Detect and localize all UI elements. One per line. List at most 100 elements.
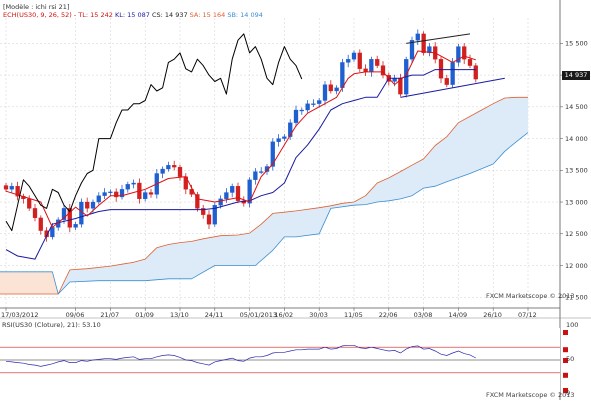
x-tick-label: 17/03/2012	[1, 311, 38, 319]
span-b-line	[0, 132, 529, 295]
candle-up	[131, 182, 136, 185]
x-tick-label: 24/11	[205, 311, 224, 319]
rsi-label-0: 0	[566, 389, 571, 397]
rsi-label-100: 100	[566, 321, 579, 329]
candle-up	[166, 165, 171, 170]
tenkan-sen-line	[5, 50, 476, 228]
candle-down	[201, 208, 206, 215]
candle-down	[172, 165, 177, 168]
x-tick-label: 05/01/2013	[240, 311, 277, 319]
candle-down	[206, 214, 212, 225]
watermark-rsi: FXCM Marketscope © 2013	[486, 391, 575, 399]
x-tick-label: 07/12	[518, 311, 537, 319]
cloud-bear-area	[0, 271, 59, 295]
candle-down	[438, 59, 444, 79]
candle-up	[369, 59, 374, 73]
candle-down	[114, 191, 119, 198]
candle-down	[3, 185, 9, 190]
candle-down	[357, 52, 362, 69]
candle-up	[317, 100, 322, 104]
x-tick-label: 14/09	[448, 311, 467, 319]
candle-down	[380, 65, 386, 76]
candle-up	[160, 168, 165, 174]
candle-down	[85, 201, 90, 209]
candle-up	[90, 201, 96, 209]
candle-up	[61, 208, 67, 220]
candle-down	[177, 166, 183, 177]
x-tick-label: 30/03	[309, 311, 328, 319]
watermark-main: FXCM Marketscope © 2013	[486, 292, 575, 300]
candle-down	[444, 78, 449, 85]
candle-up	[125, 184, 130, 190]
x-tick-label: 16/02	[274, 311, 293, 319]
candle-up	[351, 52, 357, 60]
legend-entry-2: KL: 15 087	[114, 11, 152, 19]
y-tick-label: 11 500	[565, 294, 588, 302]
cloud-bull-area	[58, 97, 528, 295]
rsi-level-marker	[563, 330, 568, 335]
y-tick-label: 14 500	[565, 103, 588, 111]
legend-entry-4: SA: 15 164	[189, 11, 228, 19]
candle-down	[328, 84, 333, 92]
candle-up	[73, 224, 78, 228]
legend-entry-0: ECH(US30, 9, 26, 52) -	[3, 11, 79, 19]
candle-up	[322, 84, 328, 101]
indicator-legend: ECH(US30, 9, 26, 52) - TL: 15 242 KL: 15…	[3, 11, 263, 19]
candle-down	[375, 59, 380, 66]
candle-up	[456, 46, 461, 63]
candle-up	[212, 205, 217, 225]
candle-up	[9, 186, 14, 190]
candle-up	[224, 192, 229, 200]
y-tick-label: 14 000	[565, 135, 588, 143]
candle-up	[218, 198, 223, 206]
candle-down	[462, 46, 467, 60]
candle-up	[299, 109, 304, 112]
legend-entry-1: TL: 15 242	[78, 11, 115, 19]
candle-down	[421, 33, 426, 54]
trend-line	[400, 77, 505, 98]
x-tick-label: 13/10	[170, 311, 189, 319]
candle-down	[148, 192, 154, 195]
x-tick-label: 21/07	[100, 311, 119, 319]
rsi-level-marker	[563, 388, 568, 393]
candle-up	[311, 103, 316, 105]
candle-down	[32, 208, 38, 219]
candle-up	[409, 40, 415, 60]
rsi-line	[5, 344, 476, 367]
candle-up	[450, 62, 455, 85]
rsi-label-50: 50	[566, 355, 575, 363]
y-tick-label: 15 500	[565, 40, 588, 48]
rsi-level-marker	[563, 372, 568, 378]
candle-up	[427, 46, 432, 54]
candle-down	[38, 217, 43, 231]
candle-down	[467, 59, 473, 66]
candle-up	[253, 171, 258, 180]
candle-up	[293, 109, 299, 123]
current-price-tag: 14 937	[562, 71, 590, 80]
candle-up	[259, 171, 264, 173]
x-tick-label: 01/09	[135, 311, 154, 319]
candle-up	[305, 103, 310, 111]
candle-up	[270, 141, 275, 167]
x-tick-label: 11/05	[344, 311, 363, 319]
candle-down	[195, 194, 200, 209]
candle-up	[276, 138, 281, 142]
y-tick-label: 13 000	[565, 198, 588, 206]
candle-up	[119, 189, 125, 198]
rsi-level-marker	[563, 347, 568, 353]
candle-up	[346, 59, 351, 63]
rsi-level-marker	[563, 358, 568, 363]
model-label: [Modèle : ichi rsi 21]	[3, 3, 70, 11]
candle-up	[334, 87, 339, 92]
legend-entry-3: CS: 14 937	[151, 11, 190, 19]
candle-up	[415, 33, 420, 41]
rsi-legend: RSI(US30 (Cloture), 21): 53.10	[2, 321, 101, 329]
indicator-lines	[0, 33, 529, 295]
rsi-panel	[0, 328, 568, 393]
candle-up	[102, 192, 107, 196]
x-tick-label: 26/10	[483, 311, 502, 319]
candle-up	[50, 227, 55, 238]
